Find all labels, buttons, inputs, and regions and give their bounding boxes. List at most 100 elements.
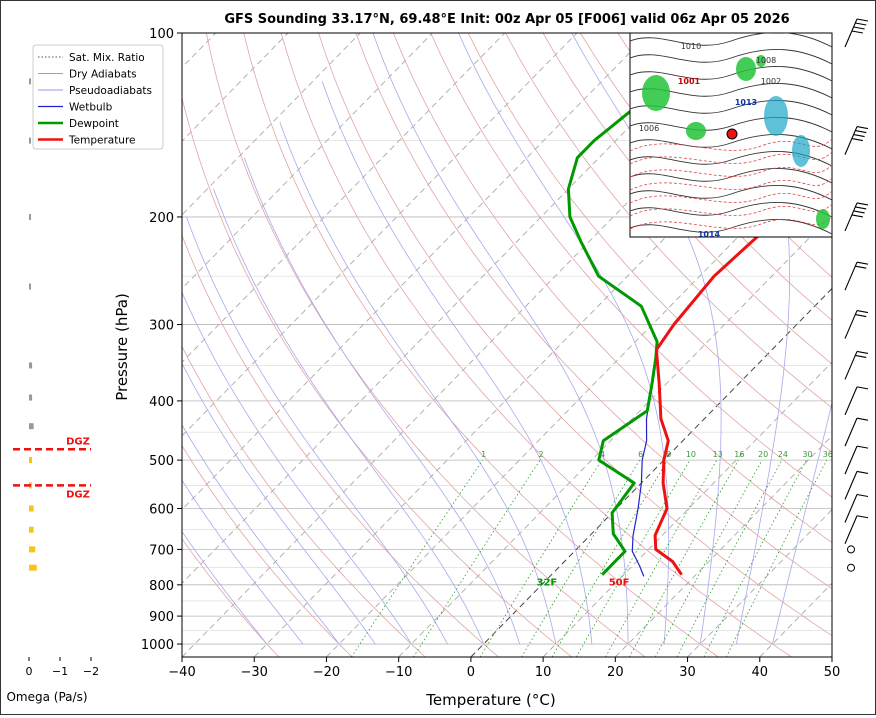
wind-barb (844, 261, 869, 291)
wind-barb (844, 18, 869, 48)
legend-label: Sat. Mix. Ratio (69, 52, 145, 64)
mixing-ratio-line (413, 459, 541, 657)
barb-flag (855, 206, 867, 210)
isotherm-line (615, 435, 832, 657)
isotherm-line (253, 66, 832, 657)
precip-area-mixed (764, 96, 788, 136)
dry-adiabat (182, 96, 573, 657)
mixing-ratio-label: 8 (666, 450, 671, 459)
dry-adiabat (182, 345, 426, 657)
isotherm-label: 50F (609, 577, 630, 588)
dry-adiabat (392, 33, 832, 543)
mixing-ratio-label: 10 (686, 450, 696, 459)
dry-adiabat (467, 33, 832, 453)
barb-flag (851, 30, 863, 34)
map-pressure-label: 1008 (756, 56, 776, 65)
isotherm-line (831, 656, 832, 657)
wind-barbs (844, 18, 869, 572)
wind-barb (847, 563, 855, 572)
calm-circle (847, 545, 855, 554)
mixing-ratio-line (628, 459, 739, 657)
barb-staff (844, 18, 858, 48)
x-tick-label: 30 (679, 665, 696, 680)
mixing-ratio-line (351, 459, 483, 657)
barb-flag (856, 515, 869, 519)
pseudoadiabat (182, 479, 304, 645)
pseudoadiabat (720, 33, 790, 645)
precip-area (756, 55, 766, 67)
y-tick-label: 1000 (141, 638, 174, 653)
pseudoadiabat (182, 424, 340, 645)
isotherm-line (182, 33, 794, 657)
x-tick-label: −30 (241, 665, 268, 680)
thickness-contour (630, 190, 832, 204)
barb-flag (853, 26, 865, 30)
wind-barb (844, 470, 869, 500)
omega-tick-label: −2 (83, 665, 99, 678)
pseudoadiabat (182, 362, 376, 645)
omega-bar (29, 546, 36, 553)
mixing-ratio-line (703, 459, 807, 657)
wind-barb (844, 202, 869, 232)
isotherm-line (470, 287, 832, 657)
barb-staff (844, 310, 858, 339)
barb-flag (856, 261, 869, 265)
isobar-contour (630, 33, 832, 48)
skewt-background-lines (182, 33, 832, 657)
omega-bar (29, 137, 31, 144)
wind-barb (844, 126, 869, 155)
dry-adiabat (355, 33, 832, 590)
y-tick-label: 700 (149, 543, 174, 558)
wind-barb (844, 445, 869, 475)
legend-box (32, 44, 164, 150)
calm-circle (847, 563, 855, 572)
y-tick-label: 800 (149, 579, 174, 594)
x-tick-label: 40 (752, 665, 769, 680)
dgz-label: DGZ (66, 436, 90, 447)
thickness-contour (630, 164, 832, 178)
mixing-ratio-label: 6 (638, 450, 643, 459)
map-pressure-label: 1001 (678, 77, 701, 86)
barb-staff (844, 515, 858, 544)
y-tick-label: 500 (149, 454, 174, 469)
pseudoadiabat (243, 157, 521, 645)
y-tick-label: 200 (149, 211, 174, 226)
legend-label: Temperature (68, 135, 136, 147)
barb-flag (856, 493, 869, 498)
plot-frame (181, 32, 833, 658)
axes: −40 −30 −20 −10 0 10 20 30 40 50 100 200 300 400 500 60… (141, 27, 840, 680)
mixing-ratio-label: 30 (802, 450, 812, 459)
location-marker (726, 128, 738, 140)
isobar-contour (630, 202, 832, 218)
mixing-ratio-line (676, 459, 783, 657)
mixing-ratio-line (551, 459, 668, 657)
barb-flag (853, 134, 865, 138)
barb-staff (844, 445, 858, 475)
barb-flag (851, 214, 863, 218)
map-pressure-label: 1002 (761, 77, 781, 86)
omega-axis-label: Omega (Pa/s) (6, 690, 87, 704)
mixing-ratio-line (479, 459, 602, 657)
inset-map: 1001 1014 1013 1008 1010 1006 1002 (629, 32, 833, 239)
barb-flag (855, 265, 867, 269)
omega-bar (29, 457, 33, 464)
precip-area (642, 75, 670, 111)
barb-flag (856, 445, 869, 449)
pseudoadiabat (279, 122, 557, 645)
y-tick-label: 400 (149, 395, 174, 410)
isobar-contour (630, 185, 832, 201)
barb-staff (844, 351, 858, 380)
barb-staff (844, 126, 858, 155)
y-tick-label: 900 (149, 610, 174, 625)
map-pressure-label: 1014 (698, 230, 721, 239)
mixing-ratio-label: 2 (538, 450, 543, 459)
isotherm-line (687, 508, 832, 657)
dry-adiabat (205, 33, 646, 657)
isobar-contour (630, 66, 832, 82)
mixing-ratio-label: 13 (713, 450, 723, 459)
wind-barb (847, 545, 855, 554)
pseudoadiabat (182, 291, 412, 645)
